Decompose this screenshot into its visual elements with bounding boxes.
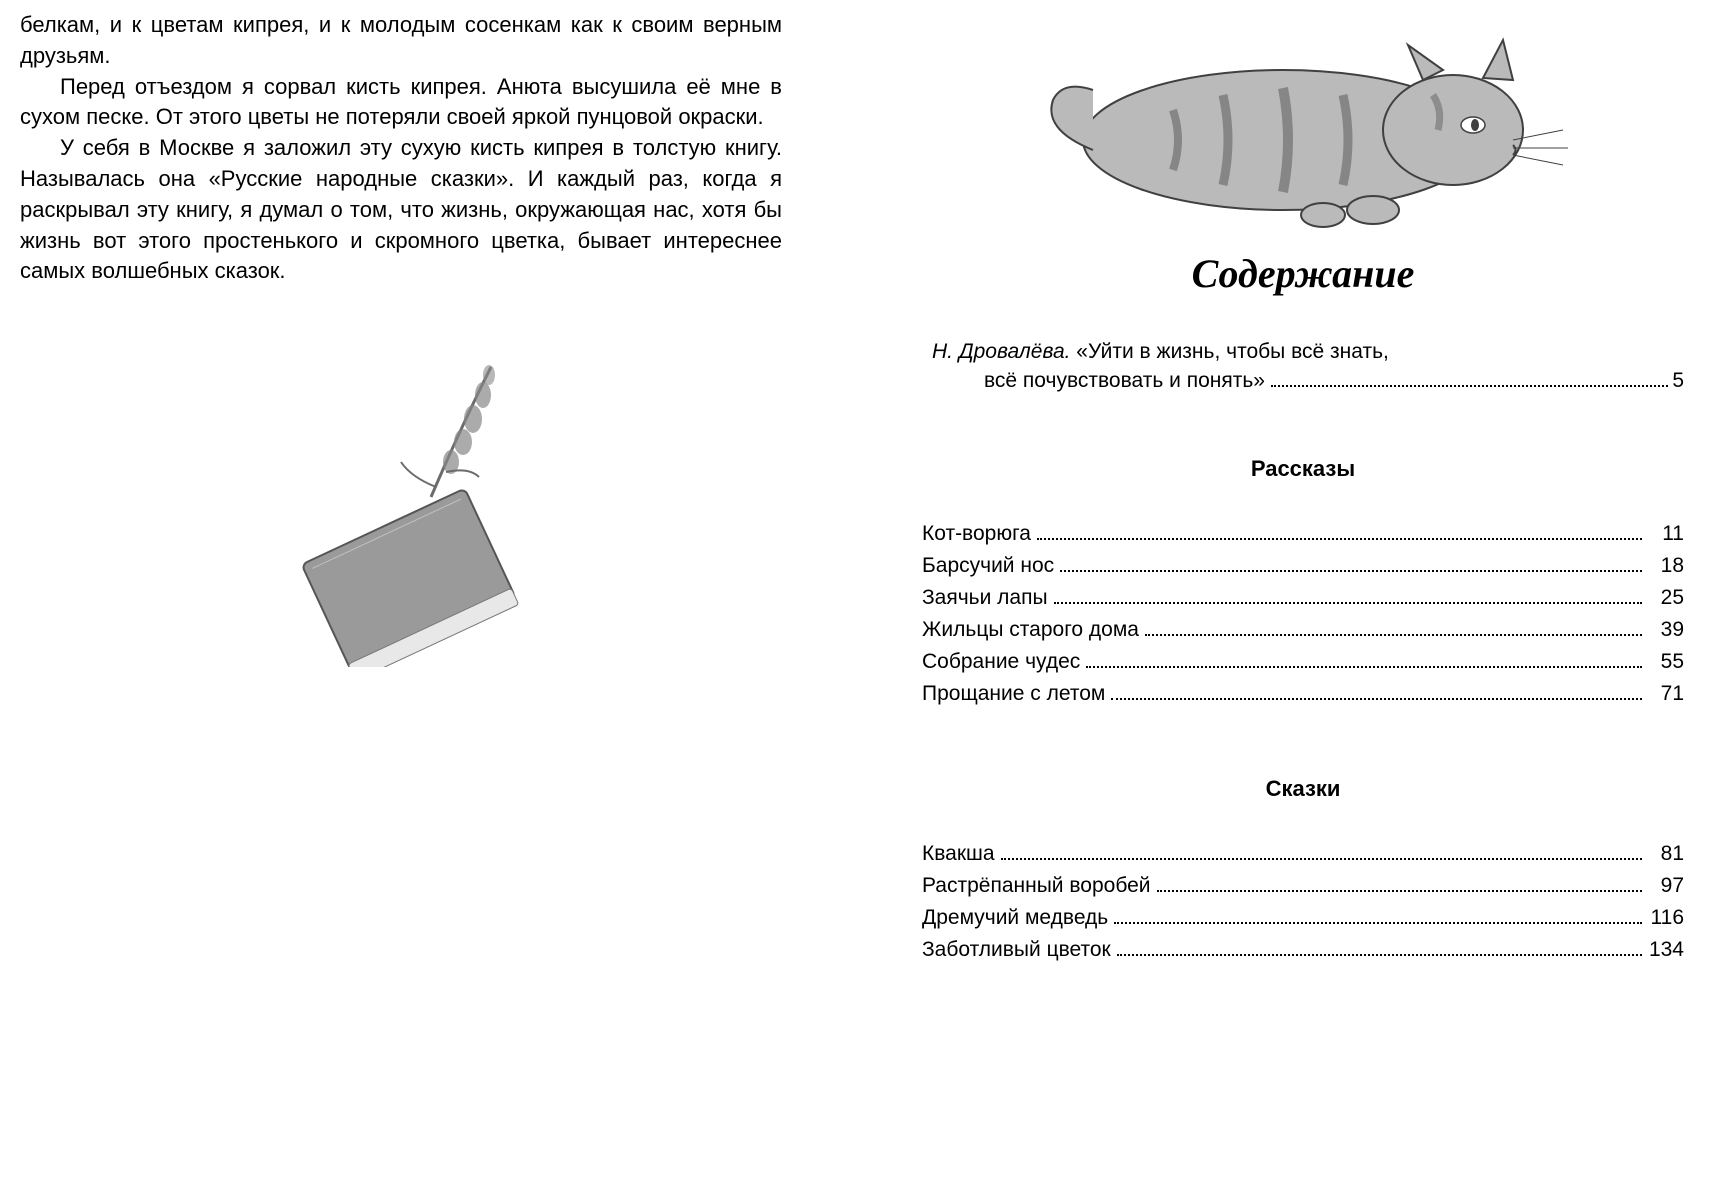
toc-title: Прощание с летом xyxy=(922,682,1105,706)
toc-page: 134 xyxy=(1648,938,1684,962)
toc-title: Барсучий нос xyxy=(922,554,1054,578)
toc-title: Дремучий медведь xyxy=(922,906,1108,930)
paragraph-1: белкам, и к цветам кипрея, и к молодым с… xyxy=(20,10,782,72)
toc-list-tales: Квакша 81 Растрёпанный воробей 97 Дремуч… xyxy=(922,842,1684,962)
toc-section-tales: Сказки Квакша 81 Растрёпанный воробей 97… xyxy=(922,776,1684,962)
toc-title: Растрёпанный воробей xyxy=(922,874,1151,898)
lying-cat-icon xyxy=(1023,10,1583,240)
toc-intro: Н. Дровалёва. «Уйти в жизнь, чтобы всё з… xyxy=(922,337,1684,396)
toc-title: Квакша xyxy=(922,842,995,866)
toc-page: 97 xyxy=(1648,874,1684,898)
toc-heading: Содержание xyxy=(922,250,1684,297)
toc-dots xyxy=(1054,602,1642,604)
toc-dots xyxy=(1001,858,1642,860)
toc-dots xyxy=(1111,698,1642,700)
toc-intro-title-2: всё почувствовать и понять» xyxy=(984,366,1265,395)
toc-dots xyxy=(1117,954,1642,956)
toc-row: Барсучий нос 18 xyxy=(922,554,1684,578)
toc-dots xyxy=(1114,922,1642,924)
toc-dots xyxy=(1271,385,1668,387)
toc-list-stories: Кот-ворюга 11 Барсучий нос 18 Заячьи лап… xyxy=(922,522,1684,706)
toc-row: Дремучий медведь 116 xyxy=(922,906,1684,930)
toc-intro-line1: Н. Дровалёва. «Уйти в жизнь, чтобы всё з… xyxy=(932,337,1684,366)
toc-row: Прощание с летом 71 xyxy=(922,682,1684,706)
toc-title: Заячьи лапы xyxy=(922,586,1048,610)
paragraph-2: Перед отъездом я сорвал кисть кипрея. Ан… xyxy=(20,72,782,134)
paragraph-3: У себя в Москве я заложил эту сухую кист… xyxy=(20,133,782,287)
toc-page: 11 xyxy=(1648,522,1684,546)
toc-row: Заботливый цветок 134 xyxy=(922,938,1684,962)
cat-illustration xyxy=(922,10,1684,240)
toc-page: 81 xyxy=(1648,842,1684,866)
toc-title: Собрание чудес xyxy=(922,650,1080,674)
toc-dots xyxy=(1037,538,1642,540)
toc-dots xyxy=(1086,666,1642,668)
toc-row: Кот-ворюга 11 xyxy=(922,522,1684,546)
toc-page: 55 xyxy=(1648,650,1684,674)
body-text: белкам, и к цветам кипрея, и к молодым с… xyxy=(20,10,782,287)
toc-title: Заботливый цветок xyxy=(922,938,1111,962)
toc-intro-title-1: «Уйти в жизнь, чтобы всё знать, xyxy=(1070,340,1388,363)
toc-row: Заячьи лапы 25 xyxy=(922,586,1684,610)
toc-intro-page: 5 xyxy=(1672,366,1684,395)
toc-intro-line2: всё почувствовать и понять» 5 xyxy=(932,366,1684,395)
toc-page: 18 xyxy=(1648,554,1684,578)
toc-row: Собрание чудес 55 xyxy=(922,650,1684,674)
toc-dots xyxy=(1060,570,1642,572)
toc-row: Растрёпанный воробей 97 xyxy=(922,874,1684,898)
section-heading-stories: Рассказы xyxy=(922,456,1684,482)
toc-intro-author: Н. Дровалёва. xyxy=(932,340,1070,363)
book-illustration xyxy=(20,347,782,667)
toc-title: Жильцы старого дома xyxy=(922,618,1139,642)
toc-page: 25 xyxy=(1648,586,1684,610)
right-page: Содержание Н. Дровалёва. «Уйти в жизнь, … xyxy=(862,0,1724,1188)
toc-title: Кот-ворюга xyxy=(922,522,1031,546)
toc-dots xyxy=(1145,634,1642,636)
toc-row: Жильцы старого дома 39 xyxy=(922,618,1684,642)
toc-page: 39 xyxy=(1648,618,1684,642)
toc-page: 116 xyxy=(1648,906,1684,930)
toc-section-stories: Рассказы Кот-ворюга 11 Барсучий нос 18 З… xyxy=(922,456,1684,706)
toc-page: 71 xyxy=(1648,682,1684,706)
section-heading-tales: Сказки xyxy=(922,776,1684,802)
toc-row: Квакша 81 xyxy=(922,842,1684,866)
left-page: белкам, и к цветам кипрея, и к молодым с… xyxy=(0,0,862,1188)
book-with-flower-icon xyxy=(211,347,591,667)
toc-dots xyxy=(1157,890,1642,892)
